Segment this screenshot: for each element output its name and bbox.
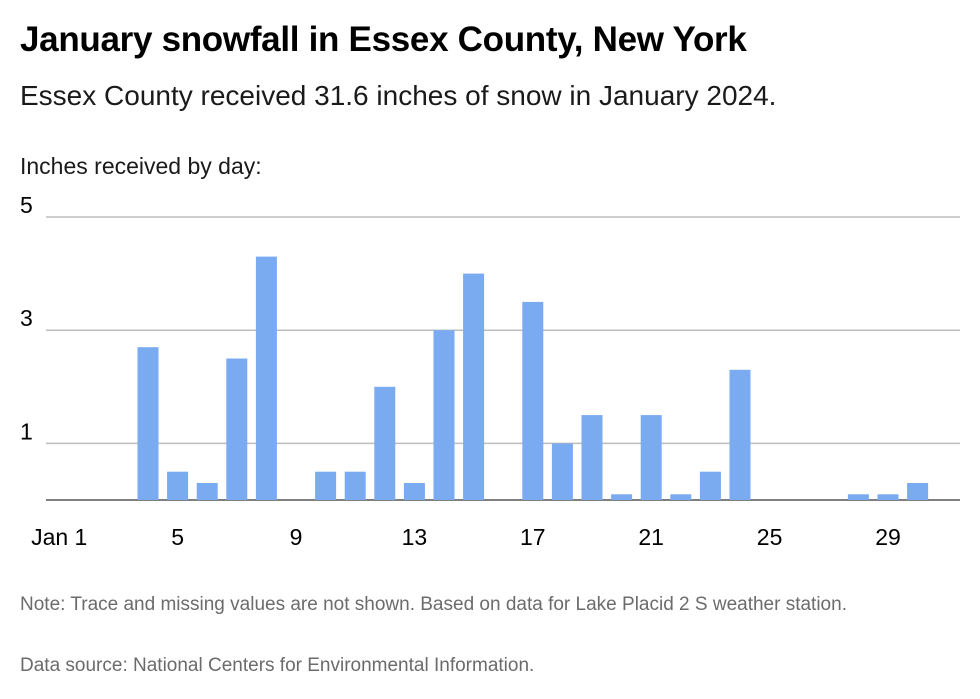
data-source: Data source: National Centers for Enviro… xyxy=(20,655,535,676)
bar-day-28 xyxy=(847,494,869,500)
bar-day-17 xyxy=(522,301,544,500)
bar-day-19 xyxy=(581,415,603,500)
y-tick-label: 5 xyxy=(20,195,33,218)
bar-day-14 xyxy=(433,330,455,500)
bar-day-12 xyxy=(374,386,396,500)
bar-day-21 xyxy=(640,415,662,500)
x-tick-label: 13 xyxy=(402,524,428,550)
snowfall-bar-chart: 135 Jan 1 5 9 13 17 21 25 29 xyxy=(20,195,960,550)
y-tick-label: 1 xyxy=(20,418,33,444)
x-tick-label: 17 xyxy=(520,524,546,550)
x-tick-label: 21 xyxy=(638,524,664,550)
bar-day-22 xyxy=(670,494,692,500)
bar-day-29 xyxy=(877,494,899,500)
x-tick-label: 9 xyxy=(290,524,303,550)
x-tick-label: 29 xyxy=(875,524,901,550)
chart-subtitle: Essex County received 31.6 inches of sno… xyxy=(20,80,777,111)
bar-day-23 xyxy=(699,471,721,500)
bar-day-8 xyxy=(255,256,277,500)
bar-day-7 xyxy=(226,358,248,500)
y-axis-label: Inches received by day: xyxy=(20,153,262,179)
bar-day-24 xyxy=(729,369,751,500)
x-tick-label: 25 xyxy=(757,524,783,550)
bars xyxy=(137,256,929,500)
bar-day-4 xyxy=(137,347,159,500)
gridlines xyxy=(46,216,960,501)
bar-day-10 xyxy=(315,471,337,500)
bar-day-20 xyxy=(611,494,633,500)
y-tick-labels: 1 3 5 xyxy=(20,195,33,444)
x-tick-label: Jan 1 xyxy=(31,524,87,550)
bar-day-6 xyxy=(196,483,218,500)
bar-day-18 xyxy=(551,443,573,500)
x-tick-label: 5 xyxy=(171,524,184,550)
bar-day-13 xyxy=(403,483,425,500)
bar-day-30 xyxy=(907,483,929,500)
bar-day-11 xyxy=(344,471,366,500)
bar-day-15 xyxy=(463,273,485,500)
chart-title: January snowfall in Essex County, New Yo… xyxy=(20,20,747,59)
x-tick-labels: Jan 1 5 9 13 17 21 25 29 xyxy=(31,524,901,550)
chart-note: Note: Trace and missing values are not s… xyxy=(20,594,847,615)
y-tick-label: 3 xyxy=(20,305,33,331)
bar-day-5 xyxy=(167,471,189,500)
